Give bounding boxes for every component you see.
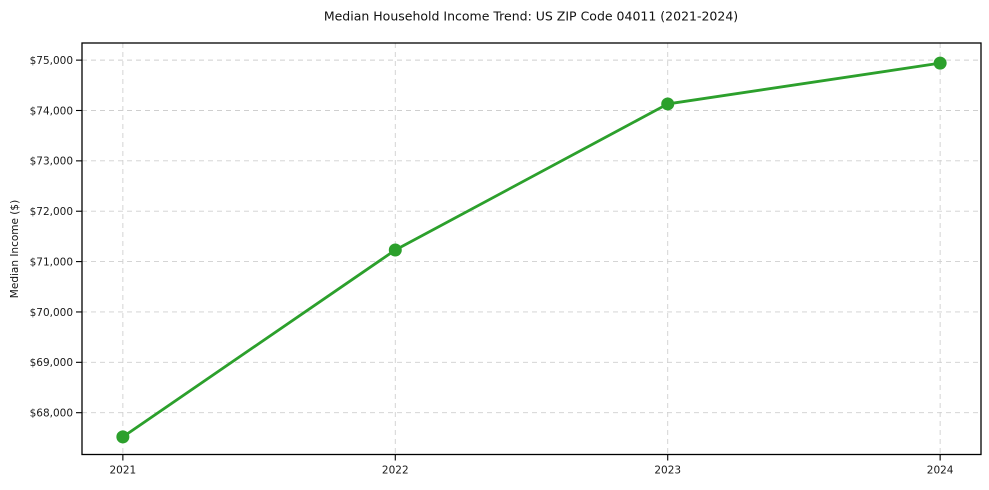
data-point <box>661 97 675 111</box>
x-tick-label: 2024 <box>927 465 954 477</box>
x-tick-label: 2023 <box>654 465 681 477</box>
y-tick-label: $70,000 <box>30 307 73 319</box>
y-tick-label: $69,000 <box>30 357 73 369</box>
plot-border <box>81 42 982 456</box>
y-tick-label: $72,000 <box>30 206 73 218</box>
x-tick-label: 2021 <box>109 465 136 477</box>
y-tick-label: $71,000 <box>30 256 73 268</box>
x-tick-label: 2022 <box>382 465 409 477</box>
y-tick-label: $68,000 <box>30 407 73 419</box>
data-point <box>388 243 402 257</box>
y-tick-label: $74,000 <box>30 105 73 117</box>
chart-title: Median Household Income Trend: US ZIP Co… <box>323 8 739 24</box>
y-tick-label: $73,000 <box>30 156 73 168</box>
y-tick-label: $75,000 <box>30 55 73 67</box>
data-point <box>933 56 947 70</box>
trend-line <box>121 61 942 439</box>
data-point <box>116 430 130 444</box>
